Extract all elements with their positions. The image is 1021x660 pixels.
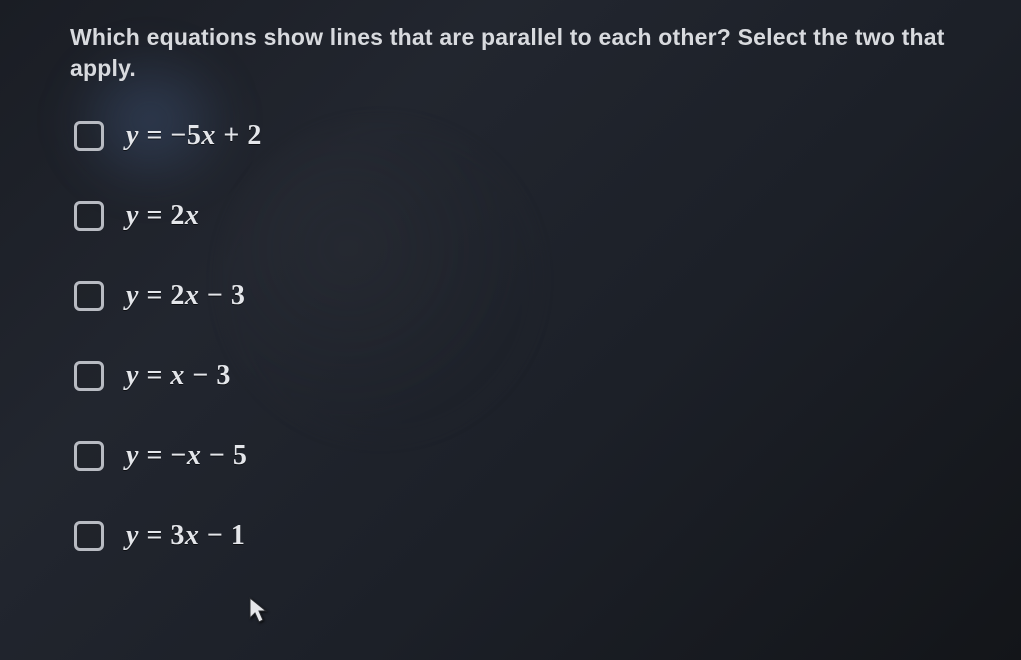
equation-label: y = 2x − 3 — [126, 280, 245, 312]
options-list: y = −5x + 2 y = 2x y = 2x − 3 y = x − 3 … — [70, 120, 961, 552]
checkbox-opt4[interactable] — [74, 361, 104, 391]
equation-label: y = x − 3 — [126, 360, 231, 392]
option-row: y = 3x − 1 — [74, 520, 961, 552]
mouse-cursor-icon — [248, 596, 270, 629]
checkbox-opt2[interactable] — [74, 201, 104, 231]
checkbox-opt5[interactable] — [74, 441, 104, 471]
equation-label: y = 2x — [126, 200, 199, 232]
checkbox-opt6[interactable] — [74, 521, 104, 551]
option-row: y = −x − 5 — [74, 440, 961, 472]
option-row: y = x − 3 — [74, 360, 961, 392]
equation-label: y = 3x − 1 — [126, 520, 245, 552]
checkbox-opt1[interactable] — [74, 121, 104, 151]
checkbox-opt3[interactable] — [74, 281, 104, 311]
option-row: y = 2x − 3 — [74, 280, 961, 312]
option-row: y = −5x + 2 — [74, 120, 961, 152]
quiz-panel: Which equations show lines that are para… — [0, 0, 1021, 552]
equation-label: y = −x − 5 — [126, 440, 247, 472]
question-text: Which equations show lines that are para… — [70, 22, 961, 84]
equation-label: y = −5x + 2 — [126, 120, 262, 152]
option-row: y = 2x — [74, 200, 961, 232]
